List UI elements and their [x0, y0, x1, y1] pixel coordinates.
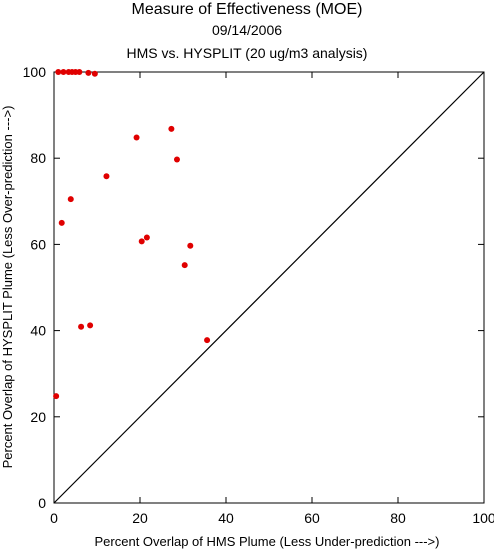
data-point [67, 196, 74, 203]
data-point [204, 337, 211, 344]
y-tick-label: 0 [38, 495, 46, 511]
y-tick-label: 80 [30, 150, 46, 166]
y-tick-label: 40 [30, 323, 46, 339]
x-tick-label: 60 [304, 510, 320, 526]
x-axis-label: Percent Overlap of HMS Plume (Less Under… [95, 534, 440, 549]
y-tick-label: 60 [30, 236, 46, 252]
data-point [85, 69, 92, 76]
data-point [143, 234, 150, 241]
x-tick-label: 40 [218, 510, 234, 526]
data-point [53, 393, 60, 400]
data-point [187, 242, 194, 249]
data-point [58, 219, 65, 226]
chart-subtitle: HMS vs. HYSPLIT (20 ug/m3 analysis) [126, 45, 368, 61]
data-point [78, 323, 85, 330]
data-point [60, 69, 67, 75]
plot-frame [53, 71, 485, 504]
chart-header: Measure of Effectiveness (MOE) 09/14/200… [0, 0, 494, 62]
chart-title: Measure of Effectiveness (MOE) [131, 1, 363, 18]
y-axis-label: Percent Overlap of HYSPLIT Plume (Less O… [0, 106, 15, 469]
data-point [87, 322, 94, 329]
x-tick-label: 100 [472, 510, 494, 526]
data-point [168, 125, 175, 132]
data-point [173, 156, 180, 163]
data-point [76, 69, 83, 75]
data-point [181, 262, 188, 269]
plot-area: 0 20 40 60 80 100 0 20 40 60 80 100 [23, 64, 494, 526]
chart-date: 09/14/2006 [211, 22, 283, 38]
data-point [103, 173, 110, 180]
x-tick-label: 80 [390, 510, 406, 526]
data-point [55, 69, 62, 75]
y-tick-label: 20 [30, 409, 46, 425]
data-point [133, 134, 140, 141]
x-tick-label: 20 [132, 510, 148, 526]
y-tick-label: 100 [23, 64, 47, 80]
x-tick-label: 0 [50, 510, 58, 526]
data-point [91, 70, 98, 77]
data-point [138, 238, 145, 245]
reference-diagonal-line [53, 71, 485, 504]
